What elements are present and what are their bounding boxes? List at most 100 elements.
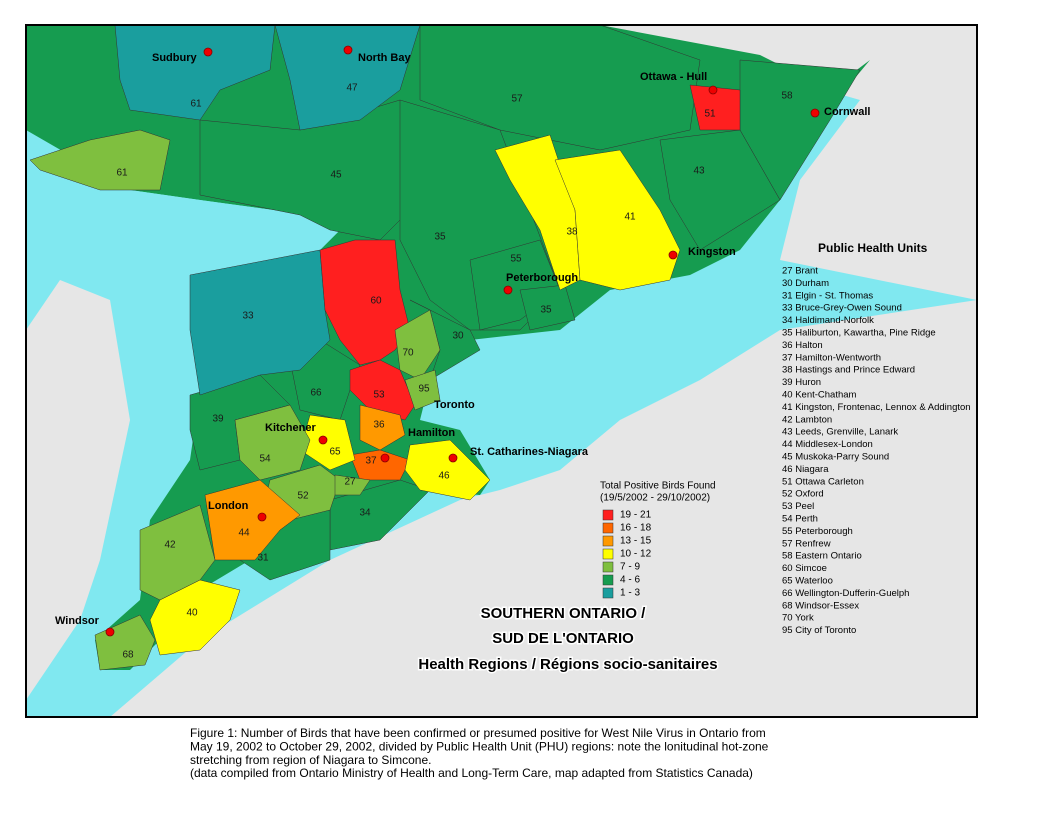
region [349,359,416,421]
map: 57 58 43 45 35 30 55 35 66 39 34 31 61 47 61 33 60 53 51 70… [26,24,977,717]
legend-swatch [602,561,614,573]
phu-item: 34 Haldimand-Norfolk [782,315,874,326]
region-label: 31 [257,553,269,564]
region-label: 55 [510,254,522,265]
legend-label: 4 - 6 [620,575,640,586]
region-label: 43 [693,166,705,177]
legend-subtitle: (19/5/2002 - 29/10/2002) [600,493,710,504]
region-label: 40 [186,608,198,619]
phu-item: 35 Haliburton, Kawartha, Pine Ridge [782,328,936,339]
phu-item: 51 Ottawa Carleton [782,476,864,487]
city-label: Kitchener [265,422,316,434]
phu-item: 41 Kingston, Frontenac, Lennox & Addingt… [782,402,971,413]
quebec [600,25,977,300]
region-label: 95 [418,384,430,395]
legend-label: 16 - 18 [620,523,652,534]
city-label: Sudbury [152,52,197,64]
georgian-bay [130,190,340,330]
region-label: 44 [238,528,250,539]
city-marker [257,512,267,522]
region-label: 65 [329,447,341,458]
city-label: London [208,500,249,512]
legend-swatch [602,587,614,599]
city-label: Hamilton [408,427,455,439]
city-marker [318,435,328,445]
region-label: 42 [164,540,176,551]
phu-item: 70 York [782,613,814,624]
region-label: 34 [359,508,371,519]
phu-item: 54 Perth [782,514,818,525]
region-label: 57 [511,94,523,105]
region-label: 61 [190,99,202,110]
region [149,579,241,656]
phu-item: 40 Kent-Chatham [782,390,857,401]
legend-swatch [602,535,614,547]
phu-item: 37 Hamilton-Wentworth [782,352,881,363]
phu-item: 36 Halton [782,340,823,351]
region [319,239,411,366]
phu-item: 53 Peel [782,501,814,512]
legend-label: 10 - 12 [620,549,652,560]
region-label: 35 [540,305,552,316]
city-label: Toronto [434,399,475,411]
city-label: North Bay [358,52,411,64]
region [334,474,371,496]
phu-item: 27 Brant [782,266,818,277]
region-label: 39 [212,414,224,425]
city-marker [503,285,513,295]
legend-label: 7 - 9 [620,562,640,573]
region [404,439,491,501]
region-label: 33 [242,311,254,322]
city-marker [668,250,678,260]
region [234,404,311,481]
michigan [26,280,130,700]
map-title: Health Regions / Régions socio-sanitaire… [418,656,717,673]
phu-item: 95 City of Toronto [782,625,856,636]
region-label: 27 [344,477,356,488]
phu-item: 46 Niagara [782,464,829,475]
region-label: 41 [624,212,636,223]
legend-label: 13 - 15 [620,536,652,547]
city-label: St. Catharines-Niagara [470,446,589,458]
region [114,24,276,121]
region [394,309,441,381]
city-marker [810,108,820,118]
region-label: 35 [434,232,446,243]
phu-item: 42 Lambton [782,414,832,425]
city-label: Windsor [55,615,100,627]
city-marker [105,627,115,637]
region [659,129,781,251]
phu-item: 55 Peterborough [782,526,853,537]
region [359,404,406,451]
region-label: 61 [116,168,128,179]
region-label: 58 [781,91,793,102]
phu-item: 45 Muskoka-Parry Sound [782,452,889,463]
caption-line: stretching from region of Niagara to Sim… [190,753,431,767]
phu-item: 57 Renfrew [782,538,831,549]
phu-item: 66 Wellington-Dufferin-Guelph [782,588,909,599]
region-label: 36 [373,420,385,431]
region [689,84,741,131]
region-label: 37 [365,456,377,467]
city-label: Kingston [688,246,736,258]
legend-swatch [602,509,614,521]
phu-item: 68 Windsor-Essex [782,600,859,611]
caption-line: (data compiled from Ontario Ministry of … [190,766,753,780]
city-marker [203,47,213,57]
phu-item: 58 Eastern Ontario [782,551,862,562]
region-label: 45 [330,170,342,181]
region-label: 53 [373,390,385,401]
legend-title: Total Positive Birds Found [600,481,716,492]
region [519,284,576,331]
united-states [26,300,977,717]
region-label: 47 [346,83,358,94]
phu-item: 60 Simcoe [782,563,827,574]
region-label: 68 [122,650,134,661]
phu-item: 43 Leeds, Grenville, Lanark [782,427,898,438]
region [419,24,701,151]
legend-swatch [602,574,614,586]
region-label: 46 [438,471,450,482]
region [29,129,171,191]
phu-item: 52 Oxford [782,489,824,500]
